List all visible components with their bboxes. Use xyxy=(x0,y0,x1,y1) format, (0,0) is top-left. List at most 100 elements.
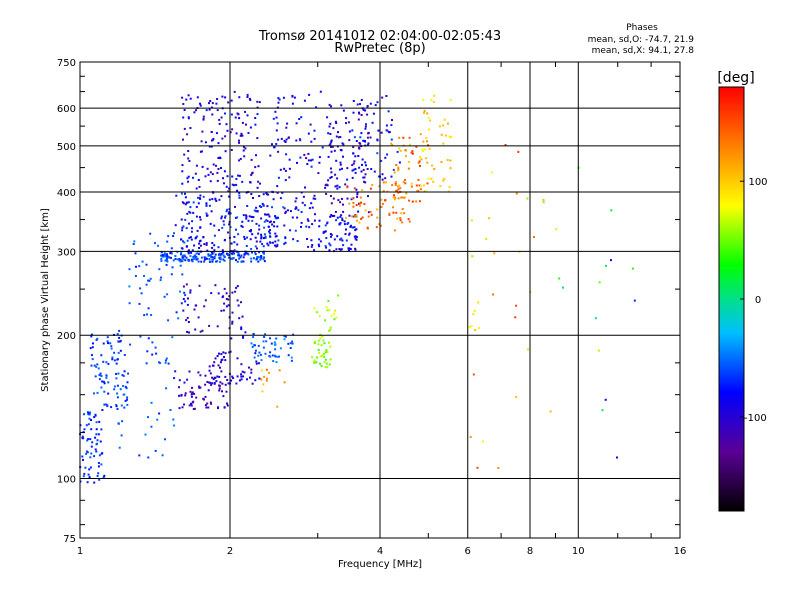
data-point xyxy=(91,441,94,444)
data-point xyxy=(269,235,272,238)
data-point xyxy=(235,228,237,231)
data-point xyxy=(348,202,351,205)
data-point xyxy=(303,153,306,156)
data-point xyxy=(289,347,292,349)
data-point xyxy=(116,408,119,410)
data-point xyxy=(394,182,397,185)
data-point xyxy=(211,376,214,379)
data-point xyxy=(250,158,253,161)
data-point xyxy=(325,349,328,352)
data-point xyxy=(274,216,277,219)
data-point xyxy=(121,374,124,377)
data-point xyxy=(238,139,240,142)
data-point xyxy=(338,168,341,171)
data-point xyxy=(141,260,144,263)
data-point xyxy=(211,258,214,261)
data-point xyxy=(420,158,423,161)
data-point xyxy=(305,225,308,228)
data-point xyxy=(86,481,89,484)
data-point xyxy=(95,433,98,436)
data-point xyxy=(355,236,358,239)
data-point xyxy=(238,194,241,197)
data-point xyxy=(387,110,390,113)
data-point xyxy=(216,260,219,263)
data-point xyxy=(339,201,342,204)
data-point xyxy=(351,226,354,229)
data-point xyxy=(183,381,186,384)
data-point xyxy=(197,196,199,199)
data-point xyxy=(240,363,243,366)
colorbar-tick-label: 0 xyxy=(755,295,761,306)
data-point xyxy=(418,200,421,203)
data-point xyxy=(204,383,207,386)
data-point xyxy=(194,328,197,331)
data-point xyxy=(288,167,291,170)
data-point xyxy=(313,219,316,222)
data-point xyxy=(633,299,636,302)
data-point xyxy=(206,402,209,405)
data-point xyxy=(313,342,316,345)
data-point xyxy=(184,203,187,206)
data-point xyxy=(249,99,252,101)
data-point xyxy=(339,163,342,166)
data-point xyxy=(393,194,395,197)
data-point xyxy=(235,132,238,135)
data-point xyxy=(227,190,230,193)
data-point xyxy=(212,137,215,140)
data-point xyxy=(322,339,325,342)
data-point xyxy=(178,407,181,410)
data-point xyxy=(327,179,330,182)
data-point xyxy=(275,129,278,132)
data-point xyxy=(190,251,193,254)
data-point xyxy=(263,220,266,223)
data-point xyxy=(165,258,168,261)
data-point xyxy=(415,184,418,187)
data-point xyxy=(422,98,425,101)
data-point xyxy=(210,292,213,295)
data-point xyxy=(319,362,322,365)
data-point xyxy=(469,436,472,438)
data-point xyxy=(197,316,200,319)
data-point xyxy=(161,253,164,256)
data-point xyxy=(346,167,349,170)
data-point xyxy=(134,252,137,255)
data-point xyxy=(202,115,205,118)
data-point xyxy=(183,109,186,111)
data-point xyxy=(145,283,148,286)
data-point xyxy=(274,240,277,243)
data-point xyxy=(182,256,185,259)
data-point xyxy=(122,385,125,387)
data-point xyxy=(515,304,518,307)
data-point xyxy=(382,181,385,184)
data-point xyxy=(180,238,182,241)
data-point xyxy=(260,237,263,240)
data-point xyxy=(410,151,413,154)
data-point xyxy=(490,171,493,174)
data-point xyxy=(269,232,272,235)
data-point xyxy=(183,127,186,130)
data-point xyxy=(188,201,190,204)
data-point xyxy=(442,124,445,127)
data-point xyxy=(225,210,228,213)
data-point xyxy=(367,142,370,145)
data-point xyxy=(362,139,365,142)
data-point xyxy=(205,257,208,260)
data-point xyxy=(235,183,238,186)
data-point xyxy=(257,344,260,347)
data-point xyxy=(147,456,150,459)
data-point xyxy=(126,403,129,406)
data-point xyxy=(200,260,203,263)
data-point xyxy=(181,201,184,204)
data-point xyxy=(195,258,198,261)
data-point xyxy=(194,172,197,175)
data-point xyxy=(188,404,191,407)
data-point xyxy=(443,118,446,121)
data-point xyxy=(199,374,202,377)
data-point xyxy=(385,181,387,184)
data-point xyxy=(375,226,378,229)
data-point xyxy=(163,252,166,255)
data-point xyxy=(160,276,162,279)
data-point xyxy=(211,173,214,176)
data-point xyxy=(391,144,394,146)
data-point xyxy=(115,377,118,380)
